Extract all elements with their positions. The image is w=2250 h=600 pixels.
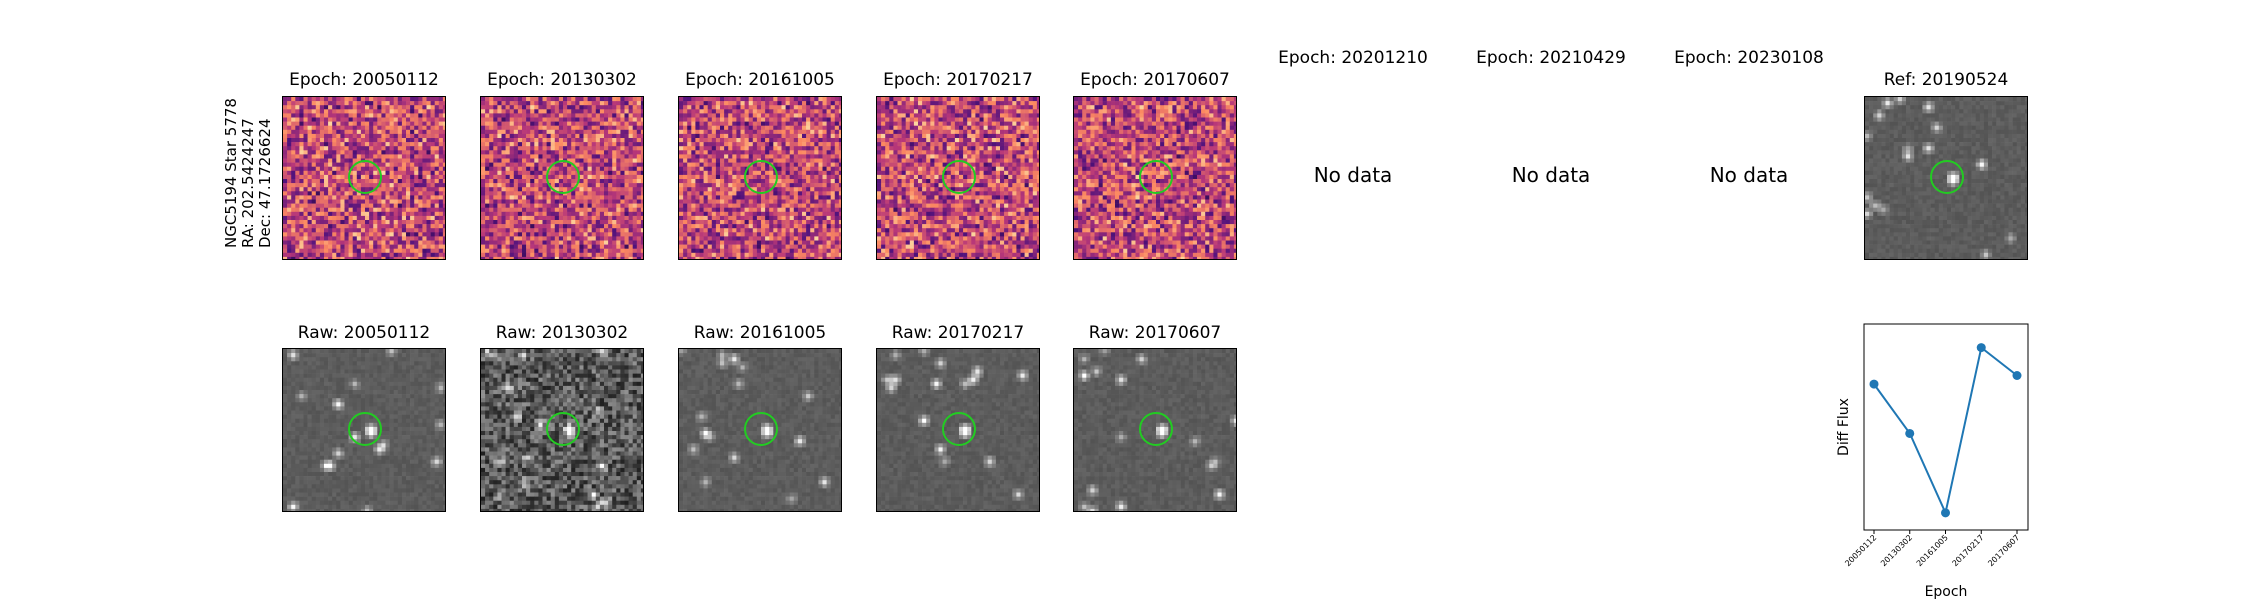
cutout-pixels: [679, 97, 841, 259]
data-point: [2012, 371, 2022, 380]
star-label: NGC5194 Star 5778 RA: 202.5424247 Dec: 4…: [222, 98, 274, 248]
target-circle: [744, 412, 778, 446]
cutout-pixels: [877, 349, 1039, 511]
difference-cutout: [876, 96, 1040, 260]
panel-title: Raw: 20170217: [891, 323, 1025, 343]
target-circle: [942, 160, 976, 194]
target-circle: [546, 412, 580, 446]
panel-title: Epoch: 20130302: [487, 70, 637, 90]
target-circle: [942, 412, 976, 446]
star-name: NGC5194 Star 5778: [222, 98, 240, 248]
difference-cutout: [480, 96, 644, 260]
cutout-pixels: [283, 97, 445, 259]
panel-title: Epoch: 20230108: [1674, 48, 1824, 68]
data-point: [1905, 428, 1915, 438]
panel-title: Raw: 20161005: [693, 323, 827, 343]
target-circle: [1139, 412, 1173, 446]
cutout-pixels: [679, 349, 841, 511]
cutout-pixels: [481, 97, 643, 259]
raw-cutout: [678, 348, 842, 512]
no-data-label: No data: [1709, 163, 1789, 187]
raw-cutout: [480, 348, 644, 512]
x-ticks: [1873, 530, 2018, 534]
data-point: [1976, 343, 1986, 353]
cutout-pixels: [877, 97, 1039, 259]
difference-cutout: [678, 96, 842, 260]
panel-title: Epoch: 20050112: [289, 70, 439, 90]
x-tick-labels: 20050112 20130302 20161005 20170217 20170607: [1843, 533, 2021, 568]
star-ra: RA: 202.5424247: [239, 118, 257, 248]
data-point: [1869, 379, 1879, 389]
no-data-label: No data: [1313, 163, 1393, 187]
x-tick-label: 20130302: [1879, 533, 1914, 568]
no-data-label: No data: [1511, 163, 1591, 187]
raw-cutout: [282, 348, 446, 512]
raw-cutout: [876, 348, 1040, 512]
panel-title: Epoch: 20201210: [1278, 48, 1428, 68]
panel-title: Epoch: 20210429: [1476, 48, 1626, 68]
panel-title: Epoch: 20170607: [1080, 70, 1230, 90]
panel-title: Raw: 20130302: [495, 323, 629, 343]
light-curve-chart: 20050112 20130302 20161005 20170217 20170607…: [1836, 323, 2029, 600]
difference-cutout: [282, 96, 446, 260]
raw-cutout: [1073, 348, 1237, 512]
target-circle: [348, 412, 382, 446]
difference-cutout: [1073, 96, 1237, 260]
y-axis-label: Diff Flux: [1836, 398, 1852, 456]
cutout-pixels: [1074, 349, 1236, 511]
cutout-pixels: [283, 349, 445, 511]
cutout-pixels: [1865, 97, 2027, 259]
cutout-pixels: [1074, 97, 1236, 259]
panel-title: Epoch: 20161005: [685, 70, 835, 90]
target-circle: [744, 160, 778, 194]
panel-title: Ref: 20190524: [1883, 70, 2009, 90]
panel-title: Epoch: 20170217: [883, 70, 1033, 90]
target-circle: [546, 160, 580, 194]
x-tick-label: 20050112: [1843, 533, 1878, 568]
x-tick-label: 20170217: [1951, 533, 1986, 568]
target-circle: [348, 160, 382, 194]
reference-cutout: [1864, 96, 2028, 260]
panel-title: Raw: 20170607: [1088, 323, 1222, 343]
panel-title: Raw: 20050112: [297, 323, 431, 343]
x-tick-label: 20170607: [1986, 533, 2021, 568]
cutout-pixels: [481, 349, 643, 511]
data-point: [1941, 508, 1950, 518]
x-axis-label: Epoch: [1925, 584, 1968, 600]
x-tick-label: 20161005: [1915, 533, 1950, 568]
star-dec: Dec: 47.1726624: [256, 118, 274, 248]
series-points: [1869, 343, 2022, 518]
target-circle: [1139, 160, 1173, 194]
plot-frame: [1863, 323, 2029, 531]
target-circle: [1930, 160, 1964, 194]
